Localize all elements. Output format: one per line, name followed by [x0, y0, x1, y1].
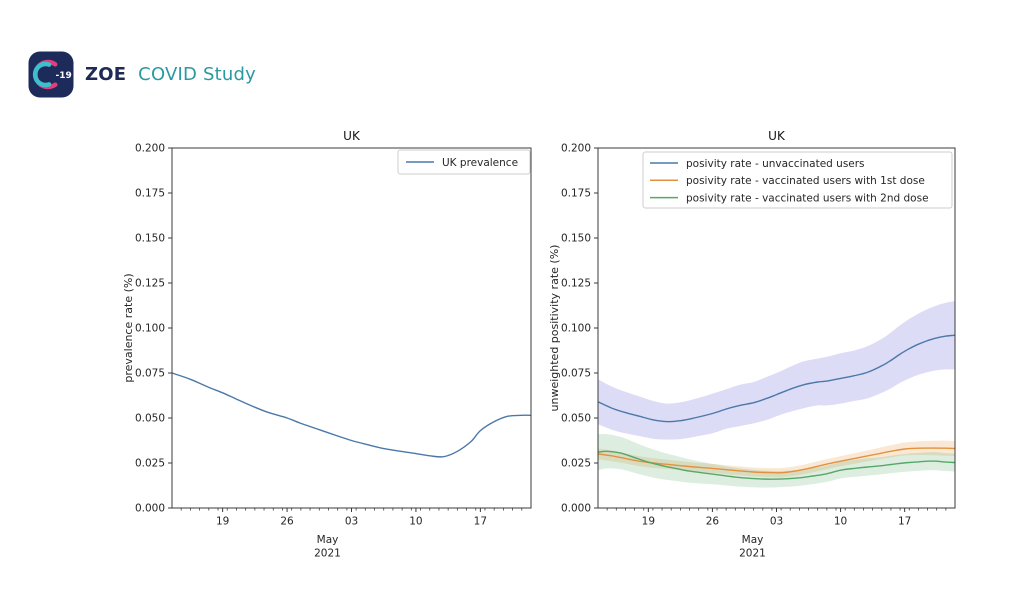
y-tick-label: 0.150	[561, 233, 591, 245]
legend-box	[642, 151, 953, 209]
y-tick-label: 0.050	[561, 413, 591, 425]
zoe-covid-app-icon: -19	[28, 51, 74, 98]
series-line-1	[597, 447, 956, 474]
y-tick-label: 0.175	[135, 188, 165, 200]
y-tick-label: 0.000	[135, 503, 165, 515]
brand-covid-study: COVID Study	[138, 63, 256, 85]
series-line-0	[597, 334, 956, 423]
legend-label-1: posivity rate - vaccinated users with 1s…	[686, 175, 925, 187]
x-tick-label: 03	[345, 516, 358, 528]
y-tick-label: 0.200	[135, 143, 165, 155]
series-line-0	[171, 372, 532, 458]
y-tick-label: 0.175	[561, 188, 591, 200]
x-axis-label-line-1: 2021	[314, 548, 341, 560]
legend-label-0: UK prevalence	[442, 157, 518, 169]
x-tick-label: 26	[280, 516, 294, 528]
y-tick-label: 0.000	[561, 503, 591, 515]
legend-label-2: posivity rate - vaccinated users with 2n…	[686, 192, 929, 204]
y-tick-label: 0.050	[135, 413, 165, 425]
confidence-band-1	[598, 440, 955, 478]
brand-zoe: ZOE	[85, 63, 127, 85]
confidence-band-0	[598, 301, 955, 440]
chart-title: UK	[768, 129, 786, 143]
x-tick-label: 17	[474, 516, 487, 528]
y-tick-label: 0.100	[561, 323, 591, 335]
y-tick-label: 0.100	[135, 323, 165, 335]
chart-title: UK	[343, 129, 361, 143]
c-arc-teal	[32, 61, 52, 88]
confidence-band-2	[598, 434, 955, 488]
zoe-logo: -19 ZOE COVID Study	[28, 51, 256, 98]
y-tick-label: 0.200	[561, 143, 591, 155]
x-tick-label: 03	[770, 516, 783, 528]
y-tick-label: 0.075	[561, 368, 591, 380]
x-tick-label: 10	[834, 516, 847, 528]
y-tick-label: 0.150	[135, 233, 165, 245]
x-tick-label: 26	[706, 516, 720, 528]
x-axis-label-line-0: May	[317, 534, 339, 546]
x-axis-label-line-0: May	[742, 534, 764, 546]
brand-wordmark: ZOE COVID Study	[85, 63, 256, 85]
uk-prevalence-chart: 19 26 03 10 17 0.000 0.025 0.050 0.075 0.100 0.125…	[122, 129, 532, 560]
y-tick-label: 0.025	[135, 458, 165, 470]
x-axis-label-line-1: 2021	[739, 548, 766, 560]
x-tick-label: 19	[642, 516, 655, 528]
y-axis-label: prevalence rate (%)	[122, 273, 135, 382]
legend-label-0: posivity rate - unvaccinated users	[686, 158, 865, 170]
y-tick-label: 0.025	[561, 458, 591, 470]
x-tick-label: 19	[216, 516, 229, 528]
legend-box	[397, 149, 531, 175]
x-tick-label: 10	[409, 516, 422, 528]
y-tick-label: 0.125	[561, 278, 591, 290]
uk-positivity-chart: 19 26 03 10 17 0.000 0.025 0.050 0.075 0.100 0.125…	[548, 129, 956, 560]
x-tick-label: 17	[898, 516, 911, 528]
plot-border	[171, 147, 532, 509]
y-axis-label: unweighted positivity rate (%)	[548, 245, 561, 412]
y-tick-label: 0.075	[135, 368, 165, 380]
y-tick-label: 0.125	[135, 278, 165, 290]
icon-19-label: -19	[56, 71, 72, 81]
series-line-2	[597, 450, 956, 480]
